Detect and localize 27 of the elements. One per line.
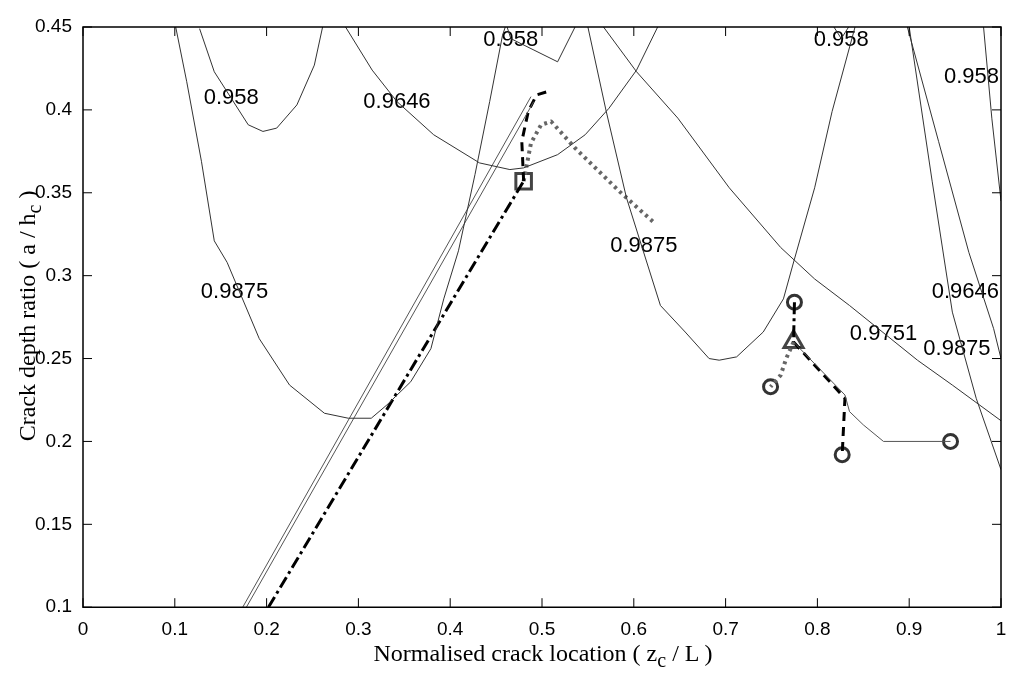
annotation: 0.958 [203,84,259,110]
x-axis-title: Normalised crack location ( z$_{c}$ / L ) [372,640,714,672]
y-tick-label: 0.4 [45,98,73,120]
annotation: 0.9646 [931,278,999,304]
x-tick-label: 0.7 [712,617,739,639]
annotation: 0.958 [813,26,869,52]
y-tick-label: 0.1 [45,595,72,617]
annotation: 0.9751 [849,319,918,345]
x-tick-label: 0.9 [895,617,923,639]
annotation: 0.9875 [610,231,678,257]
annotation: 0.9875 [923,334,991,360]
annotation: 0.9646 [363,87,431,113]
y-tick-label: 0.3 [45,263,72,285]
x-tick-label: 0.2 [253,617,280,639]
y-tick-label: 0.45 [35,15,72,37]
x-tick-label: 0.6 [620,617,648,639]
y-tick-label: 0.15 [35,512,72,534]
x-tick-label: 0.3 [345,617,372,639]
x-tick-label: 0.5 [528,617,556,639]
annotation: 0.9875 [200,278,269,304]
x-tick-label: 0.8 [804,617,831,639]
y-tick-label: 0.2 [45,429,72,451]
x-tick-label: 1 [995,617,1007,639]
x-tick-label: 0 [77,617,89,639]
annotation: 0.958 [943,62,999,88]
x-tick-label: 0.4 [436,617,464,639]
x-tick-label: 0.1 [161,617,189,639]
